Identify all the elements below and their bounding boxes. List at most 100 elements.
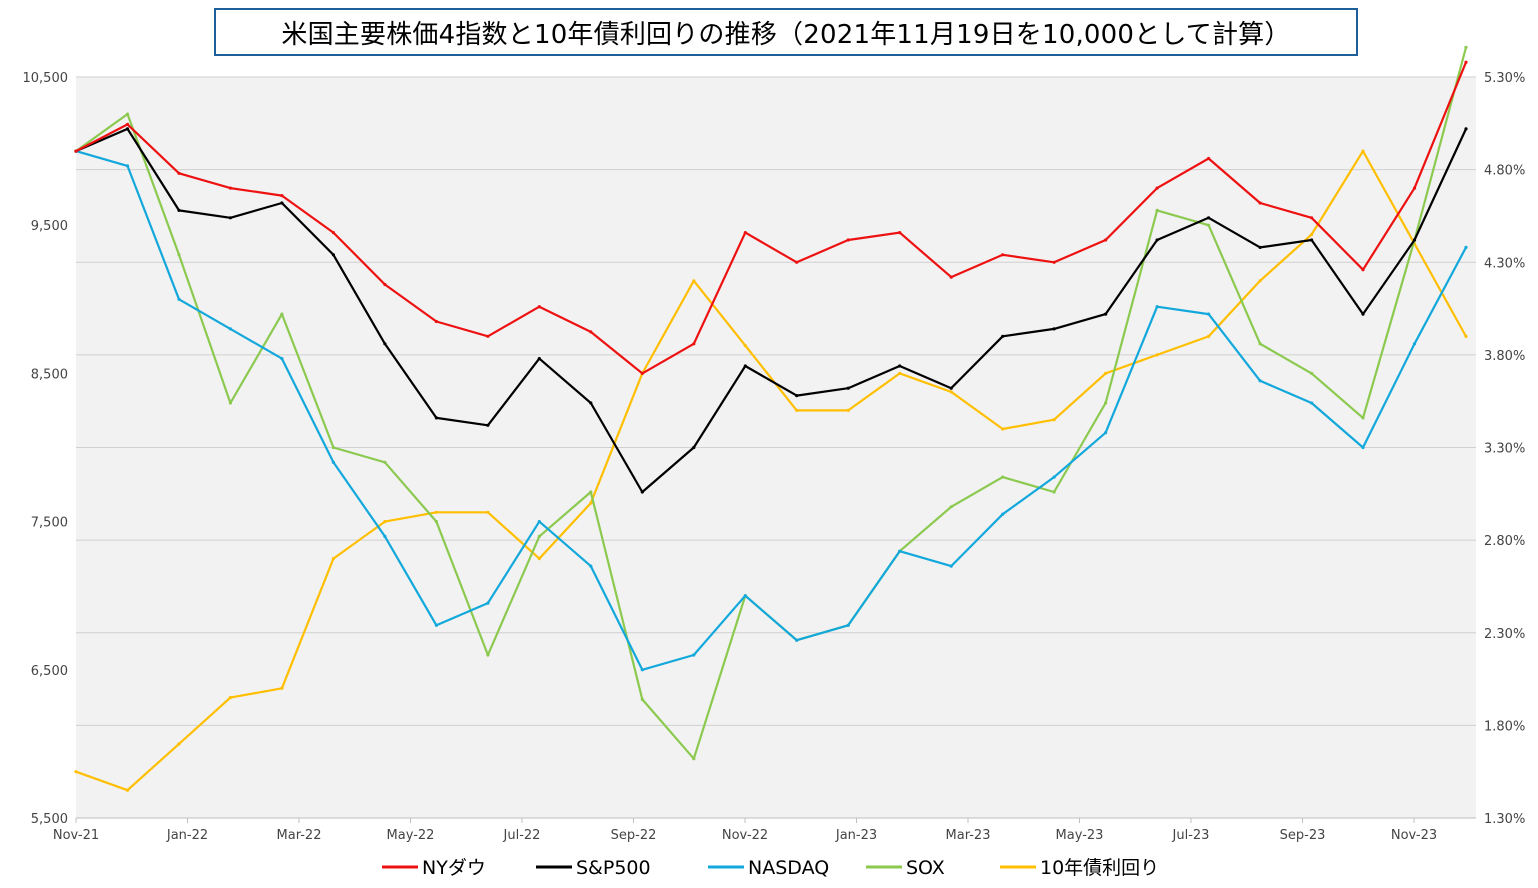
series-0-point [898,231,902,235]
series-1-point [1361,312,1365,316]
series-4-point [434,510,438,514]
series-3-point [1207,223,1211,227]
chart-title-box: 米国主要株価4指数と10年債利回りの推移（2021年11月19日を10,000と… [214,8,1358,56]
series-4-point [1258,279,1262,283]
series-4-point [228,696,232,700]
series-0-point [1052,260,1056,264]
series-2-point [1001,512,1005,516]
series-3-point [228,401,232,405]
series-3-point [177,253,181,257]
series-3-point [537,534,541,539]
series-2-point [331,460,335,464]
x-tick-label: Nov-22 [722,828,768,843]
series-1-point [1052,327,1056,331]
series-0-point [1001,253,1005,257]
series-1-point [125,127,130,131]
series-1-point [280,201,284,205]
series-line-0 [74,61,1468,375]
series-4-point [1104,371,1108,375]
series-0-point [125,122,130,126]
series-2-point [228,327,232,331]
series-1-point [228,216,232,220]
series-4-point [1207,334,1211,338]
series-0-point [949,275,953,279]
series-line-4 [74,150,1468,792]
series-0-point [692,342,696,346]
series-1-point [1412,238,1417,242]
x-tick-label: Sep-22 [611,828,657,843]
y-right-tick-label: 5.30% [1484,71,1525,86]
series-3-point [1104,401,1108,405]
x-tick-label: Mar-23 [946,828,991,843]
legend-label-4: 10年債利回り [1040,857,1159,879]
series-4-point [280,686,284,690]
series-3-point [1155,208,1159,212]
series-2-point [1258,379,1262,383]
series-1-point [486,423,490,427]
series-3-point [1361,416,1365,420]
series-0-point [177,171,181,175]
series-2-point [1464,245,1468,249]
series-0-point [280,194,284,198]
x-tick-label: Jul-23 [1172,828,1210,843]
series-0-point [537,305,541,309]
series-4-point [1310,232,1314,237]
series-3-point [331,445,335,450]
series-0-point [846,238,850,242]
series-1-point [898,364,902,368]
y-left-tick-label: 7,500 [31,516,68,531]
chart-title: 米国主要株価4指数と10年債利回りの推移（2021年11月19日を10,000と… [281,19,1291,50]
series-0-point [434,319,438,324]
series-0-point [743,231,747,235]
series-1-point [1104,312,1108,316]
x-tick-label: Nov-23 [1391,828,1437,843]
series-2-point [383,534,387,539]
series-0-point [589,330,593,334]
series-2-point [898,549,902,553]
series-2-point [1104,431,1108,435]
series-4-point [846,408,850,412]
series-2-point [743,594,747,598]
series-2-point [1052,475,1056,479]
series-3-point [1052,490,1056,494]
y-right-tick-label: 3.80% [1484,349,1525,364]
series-2-point [1155,305,1159,309]
series-3-point [589,490,593,494]
series-2-point [1310,401,1314,405]
x-tick-label: Nov-21 [53,828,99,843]
y-right-tick-label: 1.80% [1484,719,1525,734]
legend-label-2: NASDAQ [748,857,829,879]
legend-label-0: NYダウ [422,857,486,879]
series-line-1 [74,127,1468,494]
legend-label-3: SOX [906,857,945,879]
series-2-point [177,297,181,301]
series-4-point [177,742,181,746]
series-3-point [1258,342,1262,346]
series-3-point [949,505,953,509]
series-1-point [1207,216,1211,220]
series-3-point [125,112,130,116]
series-1-point [846,386,850,390]
series-1-point [1258,245,1262,249]
series-1-point [383,342,387,346]
series-1-point [949,386,953,390]
series-4-point [1052,418,1056,422]
series-1-point [1464,127,1468,131]
series-2-point [1412,342,1417,346]
series-3-point [383,460,387,464]
series-3-point [640,697,644,702]
series-1-point [589,401,593,405]
series-2-point [949,564,953,568]
series-4-point [1155,353,1159,357]
y-right-tick-label: 4.30% [1484,256,1525,271]
series-1-point [743,364,747,368]
series-4-point [949,390,953,394]
x-tick-label: May-22 [387,828,435,843]
series-1-point [1001,334,1005,338]
series-4-point [486,510,490,514]
series-2-point [795,638,799,642]
series-0-point [1412,186,1417,190]
series-3-point [1464,45,1468,50]
series-1-point [434,416,438,420]
